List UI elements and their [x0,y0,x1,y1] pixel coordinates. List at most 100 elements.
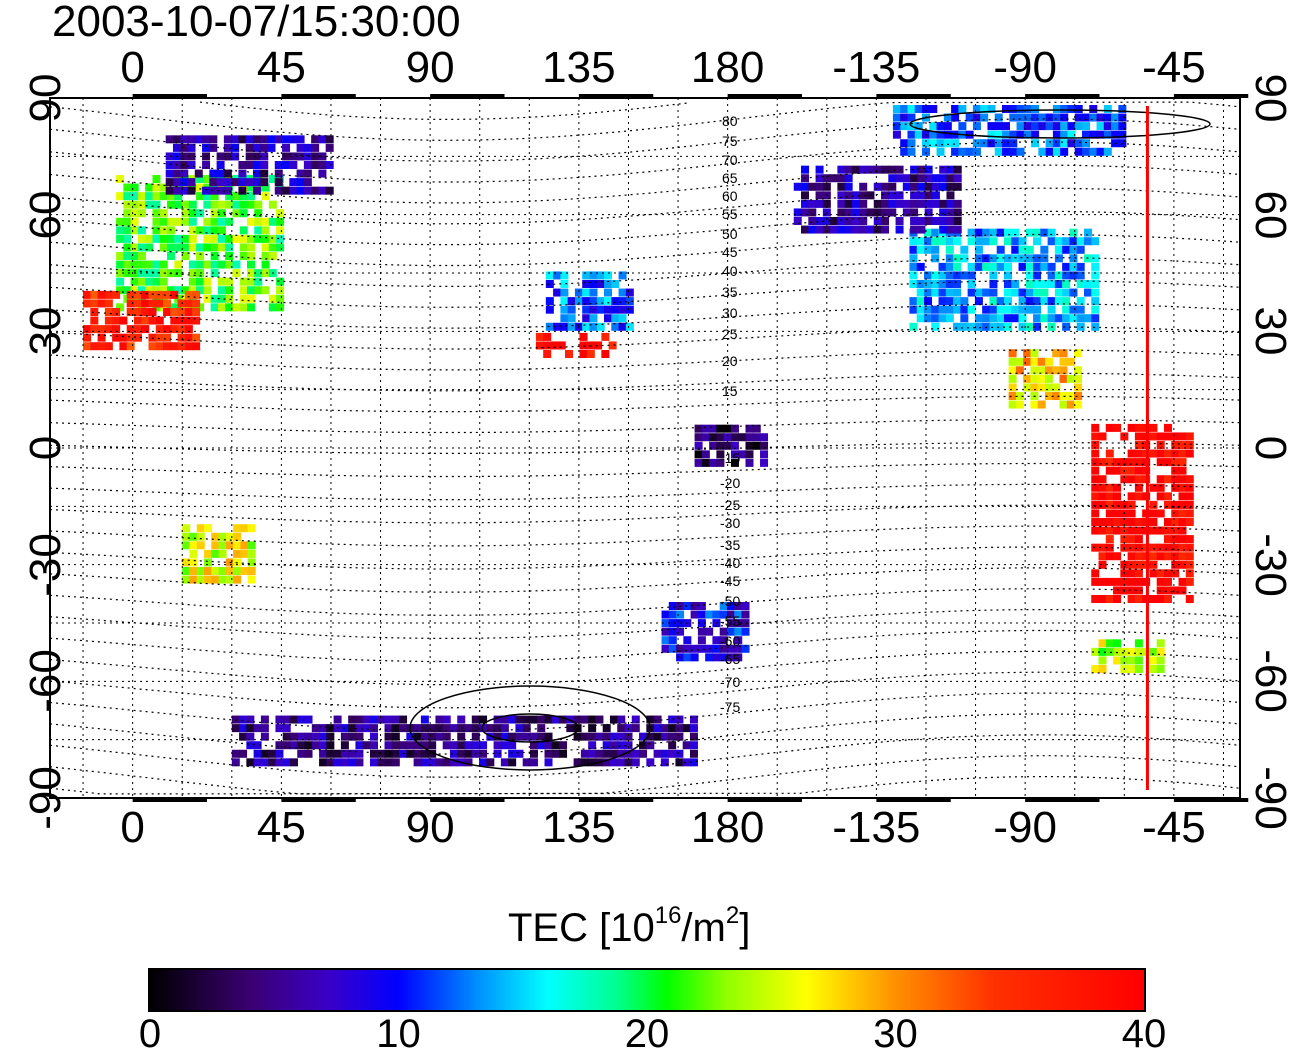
tec-cell [594,341,603,350]
tec-cell [232,303,241,312]
tec-cell [1052,392,1061,400]
tec-cell [745,433,754,442]
tec-cell [1118,130,1127,139]
tec-cell [1018,254,1027,263]
tec-cell [668,724,677,733]
tec-cell [1113,647,1122,656]
tec-cell [311,732,320,741]
tec-cell [1091,314,1100,323]
tec-cell [1134,647,1143,656]
tec-cell [182,558,191,567]
tec-cell [668,741,677,750]
tec-cell [145,243,154,252]
tec-cell [177,316,186,325]
tec-cell [951,147,960,156]
tec-cell [567,322,576,331]
tec-cell [1156,483,1165,492]
tec-cell [252,143,261,152]
contour-line [49,257,1241,287]
tec-cell [1089,130,1098,139]
tec-cell [254,269,263,278]
tec-cell [252,169,261,178]
top-lon-tick-label: -45 [1142,43,1206,92]
tec-cell [931,254,940,263]
tec-cell [196,260,205,269]
contour-label: -20 [720,475,740,491]
tec-cell [851,199,860,208]
tec-cell [892,105,901,113]
tec-cell [701,433,710,442]
tec-cell [174,260,183,269]
tec-cell [180,135,189,144]
tec-cell [196,286,205,295]
tec-cell [1033,237,1042,246]
tec-cell [1113,509,1122,518]
tec-cell [588,732,597,741]
tec-cell [225,260,234,269]
tec-cell [1113,639,1122,648]
tec-cell [1127,577,1136,586]
tec-cell [972,113,981,122]
tec-cell [196,209,205,218]
tec-cell [247,558,256,567]
tec-cell [1016,122,1025,131]
tec-cell [844,199,853,208]
tec-cell [182,532,191,541]
colorbar-tick-label: 30 [873,1012,918,1056]
tec-cell [701,458,710,467]
tec-cell [181,243,190,252]
tec-cell [545,280,554,288]
tec-cell [1030,374,1039,383]
tec-cell [900,139,909,148]
tec-cell [1045,122,1054,131]
tec-cell [881,217,890,225]
tec-cell [180,169,189,178]
tec-cell [1016,147,1025,156]
tec-cell [239,732,248,741]
tec-cell [1040,228,1049,237]
tec-cell [181,200,190,209]
tec-cell [1033,228,1042,237]
tec-cell [296,152,305,161]
north-pole-contour [909,109,1211,139]
tec-cell [529,758,538,767]
tec-cell [1178,458,1187,467]
tec-cell [675,758,684,767]
tec-cell [1163,543,1172,552]
tec-cell [589,322,598,331]
tec-cell [712,636,721,645]
tec-cell [493,732,502,741]
tec-cell [609,749,618,758]
tec-cell [726,602,735,610]
tec-cell [938,305,947,314]
tec-cell [83,325,92,334]
tec-cell [1025,245,1034,254]
tec-cell [1156,441,1165,449]
tec-cell [609,758,618,767]
tec-cell [924,174,933,183]
tec-cell [1037,383,1046,392]
tec-cell [551,741,560,750]
tec-cell [211,575,220,584]
tec-cell [1105,449,1114,458]
tec-cell [464,749,473,758]
tec-cell [184,316,193,325]
tec-cell [1149,647,1158,656]
tec-cell [204,567,213,575]
tec-cell [1171,543,1180,552]
tec-cell [289,161,298,169]
tec-cell [282,135,291,144]
tec-cell [994,122,1003,131]
tec-cell [1023,122,1032,131]
tec-cell [104,290,113,299]
tec-cell [1016,113,1025,122]
contour-line [49,210,1241,246]
tec-cell [189,558,198,567]
tec-cell [923,271,932,280]
tec-cell [155,299,164,308]
tec-cell [247,549,256,558]
tec-cell [130,183,139,192]
tec-cell [1134,423,1143,432]
tec-cell [808,225,817,234]
tec-cell [340,741,349,750]
